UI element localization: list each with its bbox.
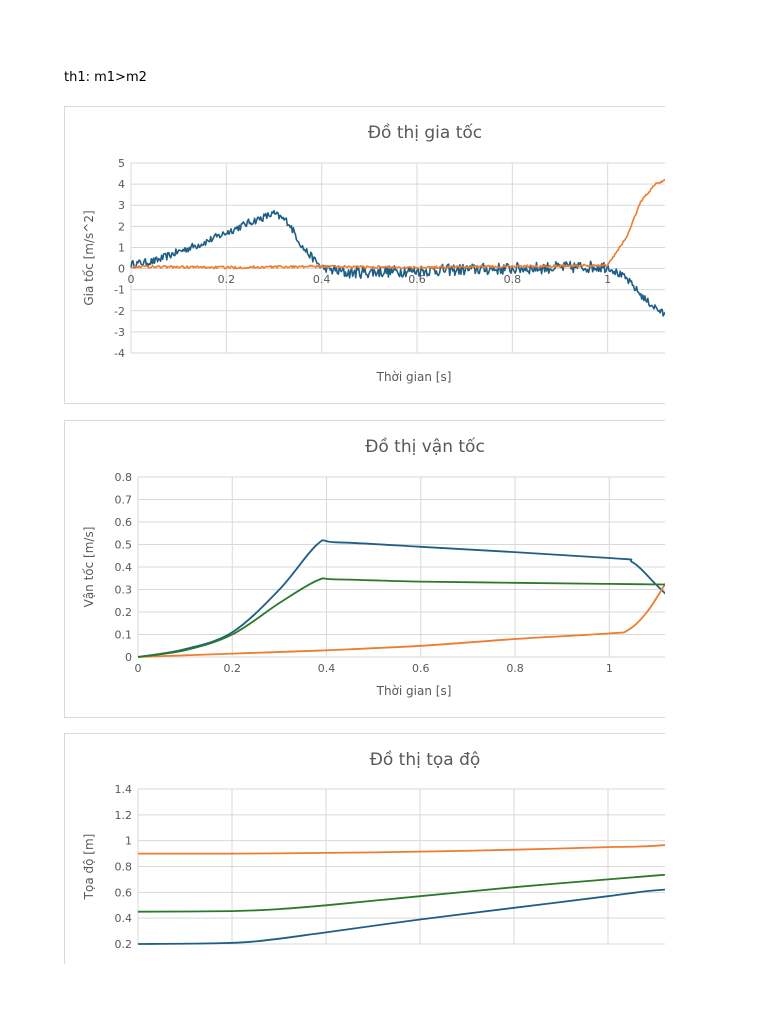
x-tick-label: 0.8 (504, 273, 522, 286)
position-chart-title: Đồ thị tọa độ (369, 750, 481, 770)
series-line-blue (137, 539, 665, 658)
y-axis-title: Tọa độ [m] (82, 834, 96, 901)
series-line-green (137, 873, 665, 913)
y-tick-label: 0.6 (115, 516, 133, 529)
y-tick-label: 0.3 (115, 584, 133, 597)
series-group (137, 539, 665, 658)
position-chart: 1.4 1.2 1 0.8 0.6 0.4 0.2 Tọa độ [m] (82, 783, 665, 951)
x-tick-label: 1 (604, 273, 611, 286)
series-line-orange (137, 844, 665, 855)
y-tick-label: 0.6 (115, 886, 133, 899)
y-tick-label: 1.2 (115, 809, 133, 822)
y-tick-label: 0.7 (115, 494, 133, 507)
y-tick-label: 0 (125, 651, 132, 664)
series-line-green (137, 577, 665, 658)
acceleration-chart-panel: Đồ thị gia tốc 5 4 3 2 1 0 -1 -2 -3 -4 0 0.2 0.4 0.6 0… (64, 106, 665, 404)
y-tick-label: 1 (125, 835, 132, 848)
x-tick-label: 1 (606, 662, 613, 675)
y-tick-label: 0.4 (115, 561, 133, 574)
y-tick-label: 1 (118, 241, 125, 254)
x-tick-label: 0 (135, 662, 142, 675)
gridlines (130, 162, 665, 354)
x-tick-label: 0.6 (412, 662, 430, 675)
acceleration-chart-title: Đồ thị gia tốc (367, 123, 483, 143)
gridlines (137, 476, 665, 658)
y-tick-label: 1.4 (115, 783, 133, 796)
y-tick-label: 0.1 (115, 629, 133, 642)
y-tick-label: 0.2 (115, 938, 133, 951)
x-tick-label: 0 (128, 273, 135, 286)
y-axis-title: Vận tốc [m/s] (82, 527, 96, 608)
series-line-orange (137, 582, 665, 658)
y-tick-label: 5 (118, 157, 125, 170)
series-group (130, 178, 665, 317)
y-tick-label: -2 (114, 305, 125, 318)
y-tick-label: 4 (118, 178, 125, 191)
velocity-chart: 0.80.70.60.50.40.30.20.100 0.2 0.4 0.6 0.8 1 1… (82, 471, 665, 698)
series-line-orange (130, 178, 665, 270)
y-tick-label: -4 (114, 347, 125, 360)
y-tick-label: -3 (114, 326, 125, 339)
gridlines (137, 788, 665, 945)
x-tick-label: 0.2 (218, 273, 236, 286)
x-axis-title: Thời gian [s] (376, 684, 452, 698)
x-axis-title: Thời gian [s] (376, 370, 452, 384)
y-tick-label: 2 (118, 220, 125, 233)
page-heading: th1: m1>m2 (64, 70, 147, 85)
velocity-chart-panel: Đồ thị vận tốc 0.8 0.7 0.6 0.5 0.4 0.3 0.2 0.1 0… (64, 420, 665, 718)
x-tick-label: 0.2 (224, 662, 242, 675)
y-axis-title: Gia tốc [m/s^2] (82, 210, 96, 305)
x-tick-label: 0.4 (313, 273, 331, 286)
series-group (137, 844, 665, 945)
y-tick-label: 0 (118, 263, 125, 276)
y-tick-label: -1 (114, 284, 125, 297)
y-tick-label: 0.8 (115, 471, 133, 484)
y-tick-label: 0.8 (115, 861, 133, 874)
velocity-chart-title: Đồ thị vận tốc (365, 437, 485, 457)
series-line-blue (130, 209, 665, 317)
x-tick-label: 0.4 (318, 662, 336, 675)
series-line-blue (137, 888, 665, 945)
x-tick-label: 0.6 (408, 273, 426, 286)
y-tick-label: 0.4 (115, 912, 133, 925)
y-tick-label: 3 (118, 199, 125, 212)
y-tick-label: 0.2 (115, 606, 133, 619)
y-tick-label: 0.5 (115, 539, 133, 552)
x-tick-label: 0.8 (506, 662, 523, 675)
position-chart-panel: Đồ thị tọa độ 1.4 1.2 1 0.8 0.6 0.4 0.2 Tọa độ … (64, 733, 665, 964)
